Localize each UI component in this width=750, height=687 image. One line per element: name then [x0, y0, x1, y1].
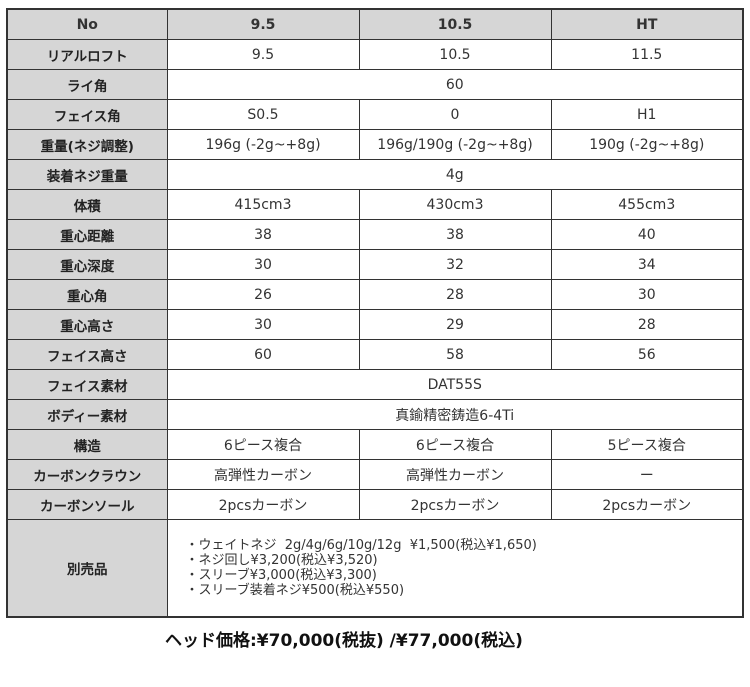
accessory-item: ・ウェイトネジ 2g/4g/6g/10g/12g ¥1,500(税込¥1,650… [185, 538, 537, 553]
row-label: 重量(ネジ調整) [6, 129, 168, 160]
row-label: 重心高さ [6, 309, 168, 340]
row-value: 30 [166, 249, 360, 280]
row-label: 重心角 [6, 279, 168, 310]
accessory-item: ・スリーブ¥3,000(税込¥3,300) [185, 568, 377, 583]
accessory-item: ・スリーブ装着ネジ¥500(税込¥550) [185, 583, 405, 598]
row-value: S0.5 [166, 99, 360, 130]
row-value: 9.5 [166, 39, 360, 70]
accessories-row: 別売品 ・ウェイトネジ 2g/4g/6g/10g/12g ¥1,500(税込¥1,… [6, 519, 744, 618]
row-value: 真鍮精密鋳造6-4Ti [166, 399, 744, 430]
row-value: 60 [166, 69, 744, 100]
row-value: 2pcsカーボン [166, 489, 360, 520]
table-row: 体積 415cm3 430cm3 455cm3 [6, 189, 744, 220]
row-value: 5ピース複合 [550, 429, 744, 460]
table-row: ボディー素材 真鍮精密鋳造6-4Ti [6, 399, 744, 430]
table-row: 重心高さ 30 29 28 [6, 309, 744, 340]
table-row: 重心深度 30 32 34 [6, 249, 744, 280]
row-value: 32 [358, 249, 552, 280]
header-col-10-5: 10.5 [358, 8, 552, 40]
row-value: 29 [358, 309, 552, 340]
row-value: 58 [358, 339, 552, 370]
row-label: 重心距離 [6, 219, 168, 250]
row-label: カーボンソール [6, 489, 168, 520]
table-row: リアルロフト 9.5 10.5 11.5 [6, 39, 744, 70]
row-value: 415cm3 [166, 189, 360, 220]
spec-table: No 9.5 10.5 HT リアルロフト 9.5 10.5 11.5 ライ角 60 フェイ… [6, 8, 744, 618]
row-value: 2pcsカーボン [550, 489, 744, 520]
row-value: 28 [358, 279, 552, 310]
row-label: 構造 [6, 429, 168, 460]
row-label: リアルロフト [6, 39, 168, 70]
row-value: 40 [550, 219, 744, 250]
accessory-item: ・ネジ回し¥3,200(税込¥3,520) [185, 553, 378, 568]
row-value: 34 [550, 249, 744, 280]
row-label: ボディー素材 [6, 399, 168, 430]
row-value: 4g [166, 159, 744, 190]
table-row: 装着ネジ重量 4g [6, 159, 744, 190]
head-price: ヘッド価格:¥70,000(税抜) /¥77,000(税込) [165, 631, 523, 651]
header-label: No [6, 8, 168, 40]
row-label: フェイス素材 [6, 369, 168, 400]
row-value: H1 [550, 99, 744, 130]
table-row: 重量(ネジ調整) 196g (-2g~+8g) 196g/190g (-2g~+8g… [6, 129, 744, 160]
row-label: 重心深度 [6, 249, 168, 280]
row-value: 430cm3 [358, 189, 552, 220]
table-row: ライ角 60 [6, 69, 744, 100]
row-value: 30 [166, 309, 360, 340]
row-value: ー [550, 459, 744, 490]
row-value: 0 [358, 99, 552, 130]
table-row: フェイス高さ 60 58 56 [6, 339, 744, 370]
row-value: 190g (-2g~+8g) [550, 129, 744, 160]
row-value: 6ピース複合 [166, 429, 360, 460]
accessories-list: ・ウェイトネジ 2g/4g/6g/10g/12g ¥1,500(税込¥1,650… [166, 519, 744, 618]
row-value: DAT55S [166, 369, 744, 400]
row-label: フェイス高さ [6, 339, 168, 370]
table-row: 重心角 26 28 30 [6, 279, 744, 310]
table-row: フェイス素材 DAT55S [6, 369, 744, 400]
row-value: 11.5 [550, 39, 744, 70]
table-row: フェイス角 S0.5 0 H1 [6, 99, 744, 130]
row-value: 6ピース複合 [358, 429, 552, 460]
row-value: 30 [550, 279, 744, 310]
row-value: 28 [550, 309, 744, 340]
row-value: 196g (-2g~+8g) [166, 129, 360, 160]
row-value: 高弾性カーボン [358, 459, 552, 490]
row-value: 26 [166, 279, 360, 310]
row-value: 196g/190g (-2g~+8g) [358, 129, 552, 160]
header-col-ht: HT [550, 8, 744, 40]
row-value: 10.5 [358, 39, 552, 70]
row-label: カーボンクラウン [6, 459, 168, 490]
table-row: カーボンクラウン 高弾性カーボン 高弾性カーボンー [6, 459, 744, 490]
row-label: 体積 [6, 189, 168, 220]
row-value: 38 [358, 219, 552, 250]
table-row: 重心距離 38 38 40 [6, 219, 744, 250]
row-value: 60 [166, 339, 360, 370]
row-label: 装着ネジ重量 [6, 159, 168, 190]
accessories-label: 別売品 [6, 519, 168, 618]
table-row: カーボンソール 2pcsカーボン 2pcsカーボン 2pcsカーボン [6, 489, 744, 520]
row-label: ライ角 [6, 69, 168, 100]
row-value: 2pcsカーボン [358, 489, 552, 520]
table-row: 構造 6ピース複合 6ピース複合 5ピース複合 [6, 429, 744, 460]
row-value: 56 [550, 339, 744, 370]
header-row: No 9.5 10.5 HT [6, 8, 744, 40]
row-value: 高弾性カーボン [166, 459, 360, 490]
header-col-9-5: 9.5 [166, 8, 360, 40]
row-label: フェイス角 [6, 99, 168, 130]
row-value: 455cm3 [550, 189, 744, 220]
row-value: 38 [166, 219, 360, 250]
